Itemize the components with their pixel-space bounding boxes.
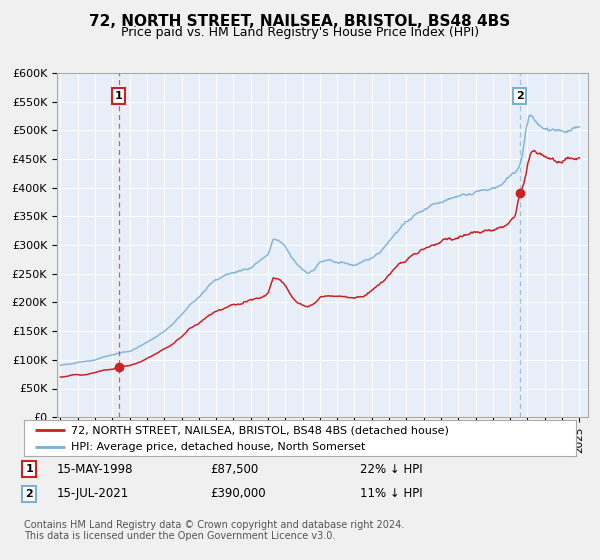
Text: 2: 2 <box>515 91 523 101</box>
Text: 72, NORTH STREET, NAILSEA, BRISTOL, BS48 4BS (detached house): 72, NORTH STREET, NAILSEA, BRISTOL, BS48… <box>71 425 449 435</box>
Text: 1: 1 <box>25 464 33 474</box>
Text: 72, NORTH STREET, NAILSEA, BRISTOL, BS48 4BS: 72, NORTH STREET, NAILSEA, BRISTOL, BS48… <box>89 14 511 29</box>
Text: HPI: Average price, detached house, North Somerset: HPI: Average price, detached house, Nort… <box>71 442 365 452</box>
Text: Contains HM Land Registry data © Crown copyright and database right 2024.
This d: Contains HM Land Registry data © Crown c… <box>24 520 404 542</box>
Text: 15-MAY-1998: 15-MAY-1998 <box>57 463 133 476</box>
Text: 2: 2 <box>25 489 33 499</box>
Text: £87,500: £87,500 <box>210 463 258 476</box>
Text: 15-JUL-2021: 15-JUL-2021 <box>57 487 129 501</box>
Text: 22% ↓ HPI: 22% ↓ HPI <box>360 463 422 476</box>
Text: 11% ↓ HPI: 11% ↓ HPI <box>360 487 422 501</box>
Text: 1: 1 <box>115 91 122 101</box>
Text: Price paid vs. HM Land Registry's House Price Index (HPI): Price paid vs. HM Land Registry's House … <box>121 26 479 39</box>
Text: £390,000: £390,000 <box>210 487 266 501</box>
